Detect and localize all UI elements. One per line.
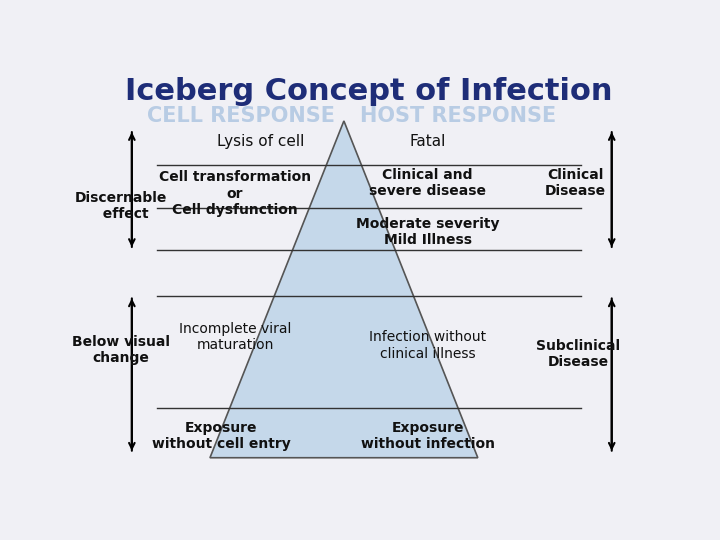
Text: Discernable
  effect: Discernable effect [74,191,167,221]
Text: Exposure
without cell entry: Exposure without cell entry [152,421,290,451]
Polygon shape [210,121,478,458]
Text: Incomplete viral
maturation: Incomplete viral maturation [179,322,292,352]
Text: Moderate severity
Mild Illness: Moderate severity Mild Illness [356,217,500,247]
Text: Lysis of cell: Lysis of cell [217,134,304,149]
Text: Clinical
Disease: Clinical Disease [545,168,606,198]
Text: Infection without
clinical illness: Infection without clinical illness [369,330,486,361]
Text: Clinical and
severe disease: Clinical and severe disease [369,168,486,198]
Text: Below visual
change: Below visual change [72,334,170,364]
Text: CELL RESPONSE: CELL RESPONSE [147,105,335,125]
Text: Fatal: Fatal [410,134,446,149]
Text: Iceberg Concept of Infection: Iceberg Concept of Infection [125,77,613,106]
Text: Subclinical
Disease: Subclinical Disease [536,339,621,369]
Text: Cell transformation
or
Cell dysfunction: Cell transformation or Cell dysfunction [159,171,311,217]
Text: HOST RESPONSE: HOST RESPONSE [360,105,557,125]
Text: Exposure
without infection: Exposure without infection [361,421,495,451]
